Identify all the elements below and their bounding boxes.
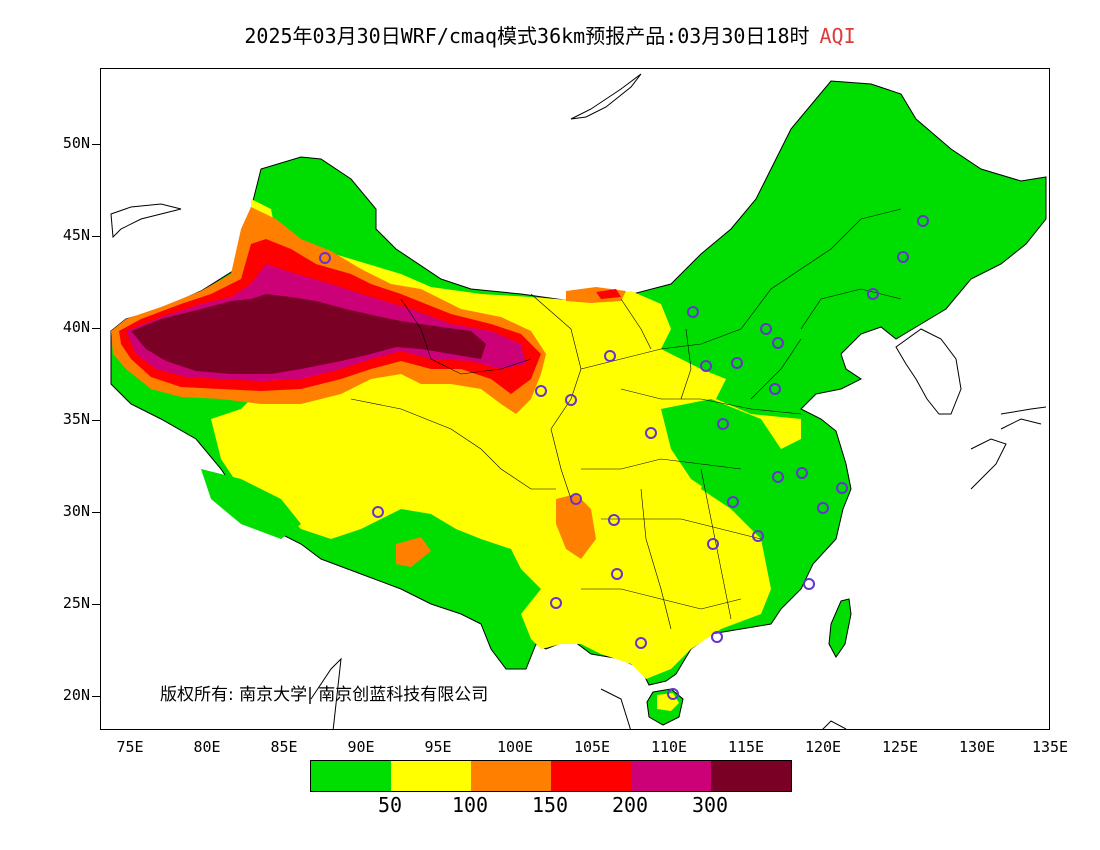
- legend-swatch: [471, 761, 551, 791]
- title-variable: AQI: [819, 24, 856, 48]
- station-marker: [867, 288, 879, 300]
- station-marker: [667, 688, 679, 700]
- aqi-green-patch-east: [661, 399, 781, 499]
- station-marker: [727, 496, 739, 508]
- lon-tick-label: 100E: [496, 738, 534, 756]
- province-borders: [350, 208, 902, 630]
- station-marker: [319, 252, 331, 264]
- station-marker: [570, 493, 582, 505]
- lat-tick-label: 20N: [62, 686, 90, 704]
- legend-label: 200: [611, 793, 649, 817]
- hainan-yellow: [657, 693, 679, 711]
- lat-tick-label: 50N: [62, 134, 90, 152]
- lat-tickmark: [92, 236, 100, 237]
- lon-tick-label: 120E: [804, 738, 842, 756]
- legend-swatch: [551, 761, 631, 791]
- station-marker: [803, 578, 815, 590]
- lon-tick-label: 90E: [347, 738, 375, 756]
- aqi-orange-sichuan: [556, 494, 596, 559]
- station-marker: [604, 350, 616, 362]
- legend-label: 50: [377, 793, 403, 817]
- legend-label: 100: [451, 793, 489, 817]
- station-marker: [772, 471, 784, 483]
- aqi-maroon-zone: [131, 294, 486, 374]
- legend-swatch: [631, 761, 711, 791]
- lat-tick-label: 25N: [62, 594, 90, 612]
- lat-tickmark: [92, 696, 100, 697]
- station-marker: [760, 323, 772, 335]
- title-main: 2025年03月30日WRF/cmaq模式36km预报产品:03月30日18时: [244, 24, 810, 48]
- lon-tick-label: 80E: [193, 738, 221, 756]
- lat-tick-label: 30N: [62, 502, 90, 520]
- aqi-red-north: [596, 289, 621, 299]
- station-marker: [772, 337, 784, 349]
- station-marker: [635, 637, 647, 649]
- lon-tick-label: 115E: [727, 738, 765, 756]
- coastline-lake: [570, 73, 642, 120]
- aqi-orange-tibet: [396, 537, 431, 567]
- coastline-caspian: [110, 203, 182, 239]
- lon-tick-label: 95E: [424, 738, 452, 756]
- station-marker: [836, 482, 848, 494]
- station-marker: [717, 418, 729, 430]
- map-title: 2025年03月30日WRF/cmaq模式36km预报产品:03月30日18时 A…: [0, 20, 1100, 49]
- station-marker: [769, 383, 781, 395]
- station-marker: [731, 357, 743, 369]
- lat-tick-label: 40N: [62, 318, 90, 336]
- legend-label: 150: [531, 793, 569, 817]
- coastline-south: [310, 657, 342, 729]
- lon-tick-label: 75E: [116, 738, 144, 756]
- lon-tick-label: 110E: [650, 738, 688, 756]
- station-marker: [687, 306, 699, 318]
- lat-tick-label: 45N: [62, 226, 90, 244]
- lat-tickmark: [92, 144, 100, 145]
- coastline-japan: [970, 406, 1047, 490]
- lat-tickmark: [92, 328, 100, 329]
- legend-color-bar: [310, 760, 792, 792]
- station-marker: [711, 631, 723, 643]
- legend-swatch: [391, 761, 471, 791]
- aqi-map: [110, 73, 1047, 729]
- station-marker: [550, 597, 562, 609]
- station-marker: [897, 251, 909, 263]
- lat-tickmark: [92, 604, 100, 605]
- aqi-maroon-east: [386, 327, 481, 354]
- station-marker: [645, 427, 657, 439]
- station-marker: [565, 394, 577, 406]
- copyright-notice: 版权所有: 南京大学| 南京创蓝科技有限公司: [160, 685, 489, 705]
- taiwan-island: [828, 598, 852, 658]
- station-marker: [372, 506, 384, 518]
- station-marker: [608, 514, 620, 526]
- legend-label: 300: [691, 793, 729, 817]
- station-marker: [700, 360, 712, 372]
- station-marker: [752, 530, 764, 542]
- lat-tickmark: [92, 420, 100, 421]
- station-markers: [319, 215, 929, 700]
- station-marker: [817, 502, 829, 514]
- lon-tick-label: 125E: [881, 738, 919, 756]
- station-marker: [611, 568, 623, 580]
- coastline-korea: [895, 328, 962, 415]
- station-marker: [707, 538, 719, 550]
- legend-swatch: [311, 761, 391, 791]
- legend-swatch: [711, 761, 791, 791]
- lon-tick-label: 135E: [1031, 738, 1069, 756]
- lon-tick-label: 85E: [270, 738, 298, 756]
- station-marker: [535, 385, 547, 397]
- lon-tick-label: 105E: [573, 738, 611, 756]
- lon-tick-label: 130E: [958, 738, 996, 756]
- station-marker: [917, 215, 929, 227]
- lat-tick-label: 35N: [62, 410, 90, 428]
- station-marker: [796, 467, 808, 479]
- coastline-southeast: [600, 688, 847, 729]
- aqi-green-patch-west: [201, 469, 301, 539]
- map-panel: [100, 68, 1050, 730]
- lat-tickmark: [92, 512, 100, 513]
